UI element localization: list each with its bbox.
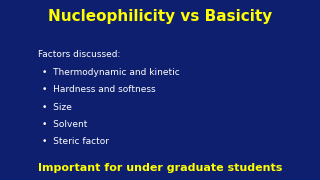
Text: •  Thermodynamic and kinetic: • Thermodynamic and kinetic <box>42 68 179 77</box>
Text: •  Size: • Size <box>42 103 71 112</box>
Text: •  Hardness and softness: • Hardness and softness <box>42 86 155 94</box>
Text: Nucleophilicity vs Basicity: Nucleophilicity vs Basicity <box>48 9 272 24</box>
Text: •  Steric factor: • Steric factor <box>42 137 108 146</box>
Text: Factors discussed:: Factors discussed: <box>38 50 121 59</box>
Text: •  Solvent: • Solvent <box>42 120 87 129</box>
Text: Important for under graduate students: Important for under graduate students <box>38 163 282 173</box>
